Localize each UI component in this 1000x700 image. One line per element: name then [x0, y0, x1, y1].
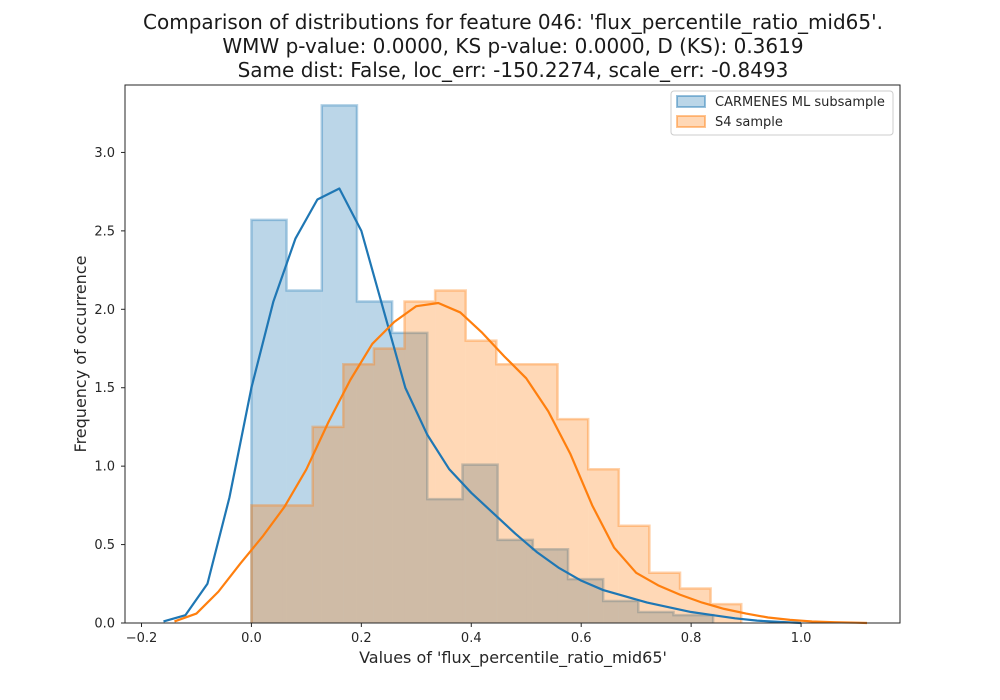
- y-tick-label: 2.0: [94, 303, 115, 318]
- x-axis-ticks: −0.2 0.0 0.2 0.4 0.6 0.8 1.0: [126, 623, 812, 646]
- hist-bar-s4-1: [282, 505, 313, 623]
- y-tick-label: 3.0: [94, 146, 115, 161]
- hist-bar-carmenes-0: [251, 219, 287, 623]
- x-tick-label: 0.6: [571, 631, 592, 646]
- hist-bar-s4-6: [435, 290, 466, 623]
- hist-bar-carmenes-4: [392, 332, 428, 623]
- x-tick-label: 0.0: [241, 631, 262, 646]
- hist-bar-s4-4: [373, 348, 405, 623]
- axes-frame: [124, 84, 901, 624]
- legend: CARMENES ML subsample S4 sample: [670, 90, 894, 136]
- hist-bar-s4-8: [496, 364, 527, 623]
- y-tick-label: 1.5: [94, 381, 115, 396]
- hist-bar-carmenes-11: [638, 612, 674, 623]
- legend-swatch-s4: [676, 115, 706, 128]
- y-axis-label: Frequency of occurrence: [71, 256, 90, 453]
- hist-outline-s4: [250, 289, 743, 623]
- legend-frame: [670, 90, 894, 136]
- hist-bar-s4-9: [526, 364, 558, 623]
- kde-line-s4: [174, 301, 868, 625]
- y-tick-label: 1.0: [94, 460, 115, 475]
- hist-bar-s4-13: [649, 572, 681, 623]
- y-tick-label: 2.5: [94, 224, 115, 239]
- hist-bar-carmenes-1: [286, 290, 322, 623]
- hist-bar-s4-12: [618, 525, 650, 623]
- hist-bar-s4-3: [343, 364, 374, 623]
- hist-bar-s4-14: [680, 588, 711, 623]
- chart-title-line-2: WMW p-value: 0.0000, KS p-value: 0.0000,…: [222, 34, 803, 58]
- hist-bar-s4-10: [557, 419, 589, 623]
- chart-title-line-3: Same dist: False, loc_err: -150.2274, sc…: [238, 58, 789, 82]
- hist-bar-s4-0: [251, 505, 283, 623]
- x-tick-label: −0.2: [126, 631, 158, 646]
- hist-bar-carmenes-5: [427, 499, 463, 623]
- x-tick-label: 0.4: [461, 631, 482, 646]
- kde-line-carmenes: [163, 187, 802, 625]
- histogram-carmenes: [250, 104, 715, 623]
- hist-bar-s4-2: [312, 426, 344, 623]
- x-tick-label: 0.8: [681, 631, 702, 646]
- histogram-s4: [250, 289, 743, 623]
- hist-bar-carmenes-2: [321, 105, 357, 623]
- chart-title-line-1: Comparison of distributions for feature …: [143, 10, 883, 34]
- hist-bar-carmenes-7: [497, 539, 533, 623]
- hist-bar-s4-7: [465, 340, 497, 623]
- hist-bar-carmenes-10: [603, 601, 639, 623]
- legend-swatch-carmenes: [676, 95, 706, 108]
- hist-bar-carmenes-3: [356, 301, 393, 623]
- y-tick-label: 0.5: [94, 538, 115, 553]
- plot-area: [163, 104, 868, 625]
- hist-bar-carmenes-12: [673, 615, 714, 623]
- x-axis-label: Values of 'flux_percentile_ratio_mid65': [359, 648, 667, 668]
- y-axis-ticks: 0.0 0.5 1.0 1.5 2.0 2.5 3.0: [94, 146, 125, 632]
- legend-label-carmenes: CARMENES ML subsample: [715, 95, 885, 110]
- x-tick-label: 0.2: [351, 631, 372, 646]
- x-tick-label: 1.0: [791, 631, 812, 646]
- legend-label-s4: S4 sample: [715, 115, 783, 130]
- hist-bar-s4-5: [404, 301, 436, 623]
- y-tick-label: 0.0: [94, 617, 115, 632]
